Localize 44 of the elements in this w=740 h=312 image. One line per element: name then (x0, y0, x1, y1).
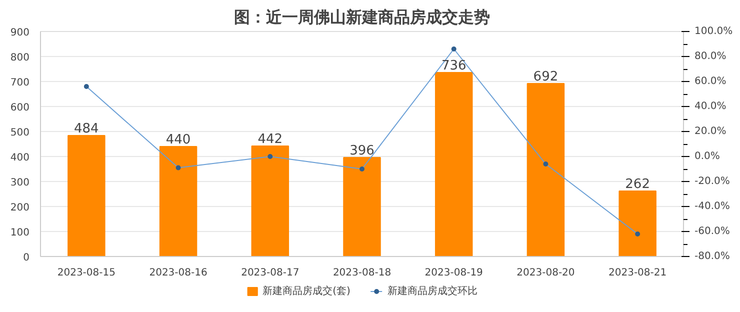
bar (251, 146, 290, 256)
y2-tick-label: 60.0% (694, 76, 726, 87)
y2-tick-label: 20.0% (694, 126, 726, 137)
legend-label: 新建商品房成交环比 (387, 284, 478, 298)
y2-tick-label: -20.0% (694, 176, 730, 187)
bar (68, 135, 106, 256)
data-label: 736 (441, 58, 466, 74)
bar (434, 72, 473, 256)
y-tick-label: 600 (10, 102, 30, 114)
y-tick-label: 300 (10, 178, 30, 188)
x-tick-label: 2023-08-19 (424, 268, 483, 278)
legend-label: 新建商品房成交(套) (262, 284, 350, 298)
y2-tick-label: -80.0% (694, 251, 730, 262)
y2-tick-label: 80.0% (694, 51, 726, 62)
data-label: 440 (166, 132, 191, 148)
x-tick-label: 2023-08-15 (57, 268, 116, 278)
x-tick-label: 2023-08-16 (149, 268, 208, 278)
y-tick-label: 900 (10, 28, 30, 38)
y-tick-label: 800 (10, 52, 30, 64)
y-tick-label: 500 (10, 128, 30, 138)
x-tick-label: 2023-08-21 (608, 268, 667, 278)
data-label: 396 (350, 144, 374, 158)
data-label: 692 (533, 70, 558, 84)
chart-title: 图：近一周佛山新建商品房成交走势 (234, 8, 490, 26)
data-label: 484 (74, 122, 99, 136)
x-tick-label: 2023-08-20 (516, 268, 575, 278)
y2-tick-label: -40.0% (694, 201, 730, 212)
data-label: 442 (258, 132, 283, 147)
y-tick-label: 400 (10, 152, 30, 164)
data-label: 262 (625, 177, 650, 192)
bar (159, 146, 198, 256)
y2-tick-label: -60.0% (694, 226, 730, 237)
y-tick-label: 100 (10, 228, 30, 238)
y2-tick-label: 100.0% (694, 26, 733, 37)
y2-tick-label: 40.0% (694, 101, 726, 112)
bar (343, 157, 381, 256)
y-tick-label: 200 (10, 202, 30, 214)
x-tick-label: 2023-08-17 (241, 268, 300, 278)
bar (618, 190, 656, 256)
x-tick-label: 2023-08-18 (332, 268, 392, 278)
bar (526, 83, 565, 256)
y2-tick-label: 0.0% (694, 151, 720, 162)
y-tick-label: 0 (23, 252, 30, 264)
y-tick-label: 700 (10, 78, 30, 88)
